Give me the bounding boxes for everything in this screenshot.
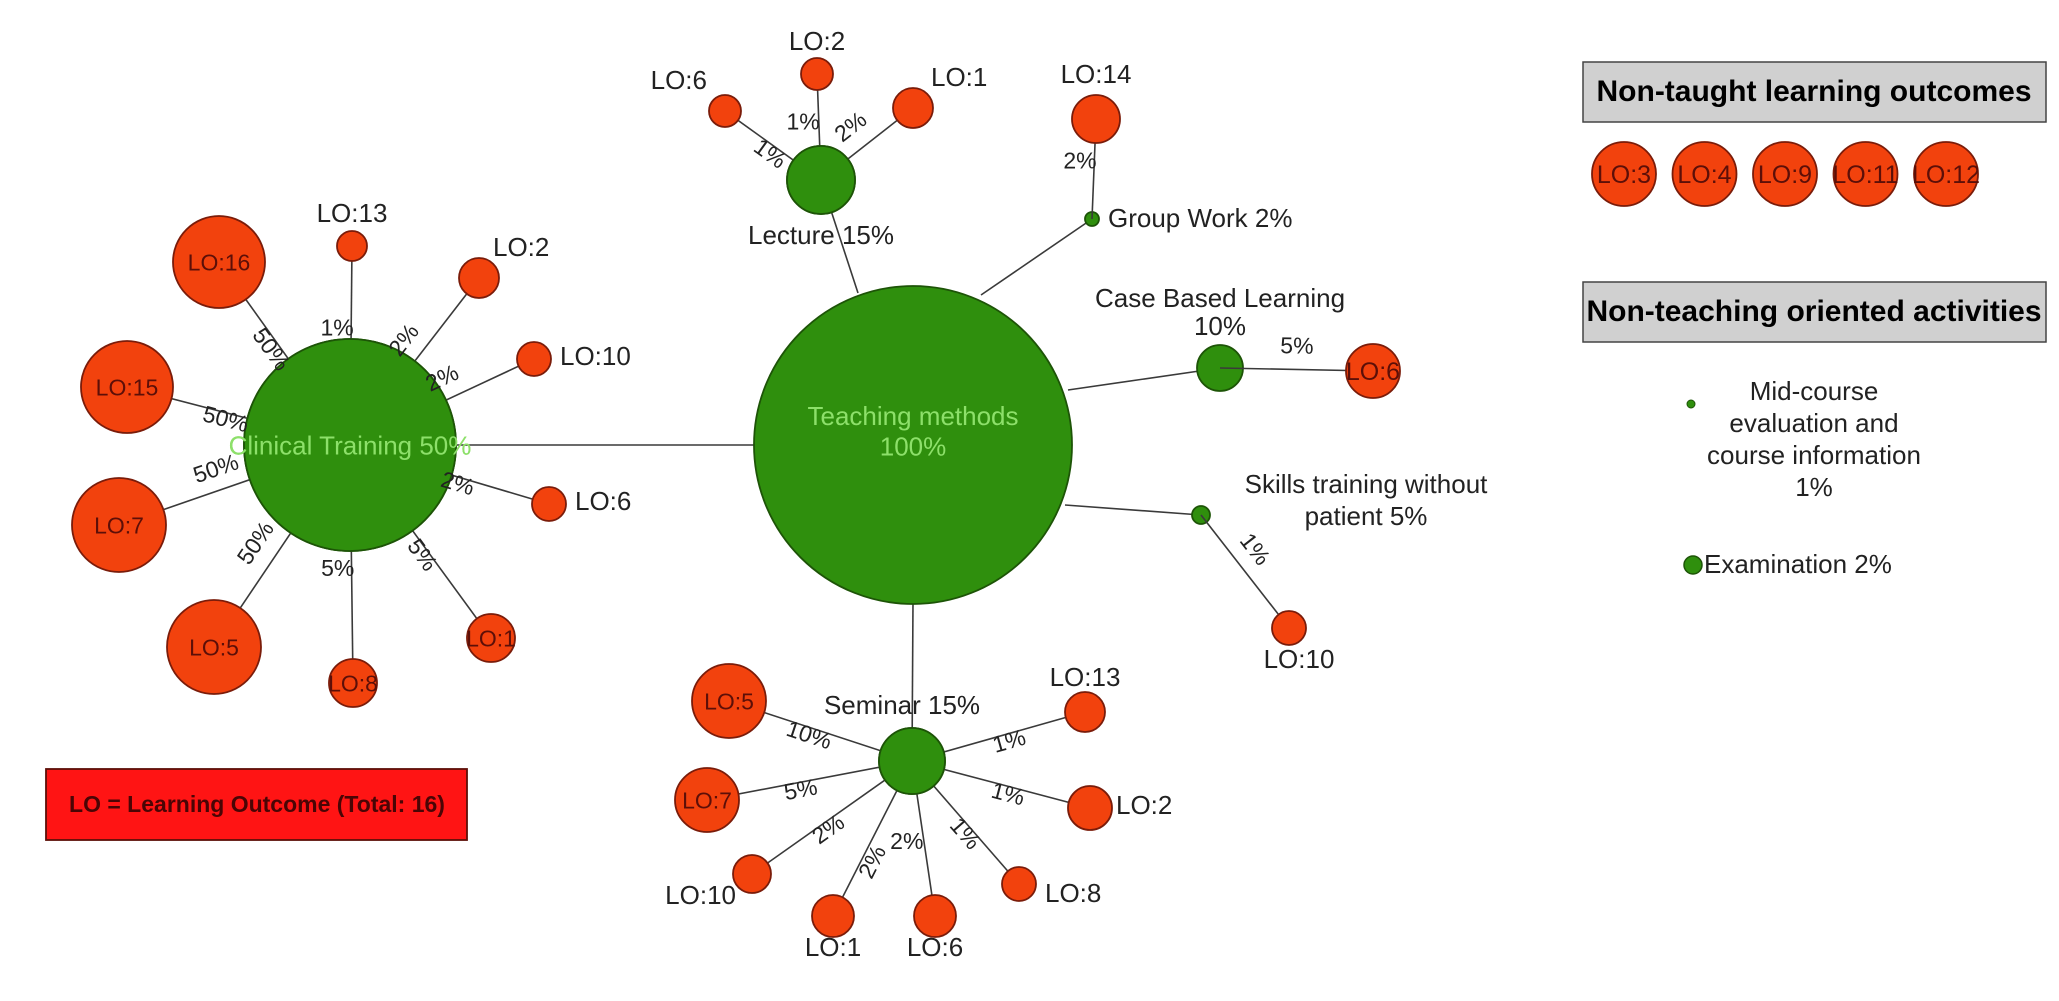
svg-text:LO:6: LO:6 [907,932,963,962]
svg-text:LO:7: LO:7 [682,787,732,813]
svg-text:LO:6: LO:6 [575,486,631,516]
svg-text:LO:2: LO:2 [493,232,549,262]
svg-text:1%: 1% [320,314,353,340]
svg-text:LO:13: LO:13 [1050,662,1121,692]
svg-text:Examination 2%: Examination 2% [1704,549,1892,579]
svg-text:LO:1: LO:1 [931,62,987,92]
svg-text:LO:16: LO:16 [188,249,251,275]
svg-text:evaluation and: evaluation and [1729,408,1898,438]
svg-text:LO:2: LO:2 [789,26,845,56]
svg-text:LO:11: LO:11 [1832,161,1898,189]
svg-text:LO:5: LO:5 [189,634,239,660]
svg-text:2%: 2% [890,828,923,854]
svg-text:patient 5%: patient 5% [1305,501,1428,531]
svg-text:Case Based Learning: Case Based Learning [1095,283,1345,313]
svg-text:Clinical Training 50%: Clinical Training 50% [229,430,472,460]
svg-text:LO:8: LO:8 [328,670,378,696]
svg-text:5%: 5% [1280,332,1314,359]
svg-text:Group Work 2%: Group Work 2% [1108,203,1292,233]
svg-text:LO:2: LO:2 [1116,790,1172,820]
svg-text:LO:1: LO:1 [805,932,861,962]
svg-text:1%: 1% [1795,472,1833,502]
svg-text:Lecture 15%: Lecture 15% [748,220,894,250]
svg-text:Seminar 15%: Seminar 15% [824,690,980,720]
svg-text:LO:8: LO:8 [1045,878,1101,908]
svg-text:Teaching methods: Teaching methods [807,401,1018,431]
svg-text:LO:7: LO:7 [94,512,144,538]
svg-text:LO:15: LO:15 [96,374,159,400]
svg-text:LO:10: LO:10 [560,341,631,371]
svg-text:LO:10: LO:10 [665,880,736,910]
svg-text:LO:10: LO:10 [1264,644,1335,674]
svg-text:LO:6: LO:6 [651,65,707,95]
svg-text:course information: course information [1707,440,1921,470]
svg-text:1%: 1% [786,109,819,135]
svg-text:Mid-course: Mid-course [1750,376,1879,406]
svg-text:2%: 2% [1063,147,1096,173]
svg-text:LO:3: LO:3 [1597,161,1651,189]
svg-text:LO:6: LO:6 [1346,358,1400,386]
svg-text:LO:4: LO:4 [1677,161,1731,189]
svg-text:LO:1: LO:1 [466,625,516,651]
svg-text:LO = Learning Outcome (Total:: LO = Learning Outcome (Total: 16) [69,791,445,817]
svg-text:10%: 10% [1194,311,1246,341]
svg-text:LO:9: LO:9 [1758,161,1812,189]
svg-text:5%: 5% [321,555,354,581]
svg-text:LO:13: LO:13 [317,198,388,228]
svg-text:LO:5: LO:5 [704,688,754,714]
svg-text:LO:14: LO:14 [1061,59,1132,89]
svg-text:Non-taught learning outcomes: Non-taught learning outcomes [1597,75,2032,108]
svg-text:LO:12: LO:12 [1912,161,1980,189]
svg-text:100%: 100% [880,432,947,462]
svg-text:Skills training without: Skills training without [1245,469,1489,499]
svg-text:Non-teaching oriented activiti: Non-teaching oriented activities [1586,295,2041,328]
